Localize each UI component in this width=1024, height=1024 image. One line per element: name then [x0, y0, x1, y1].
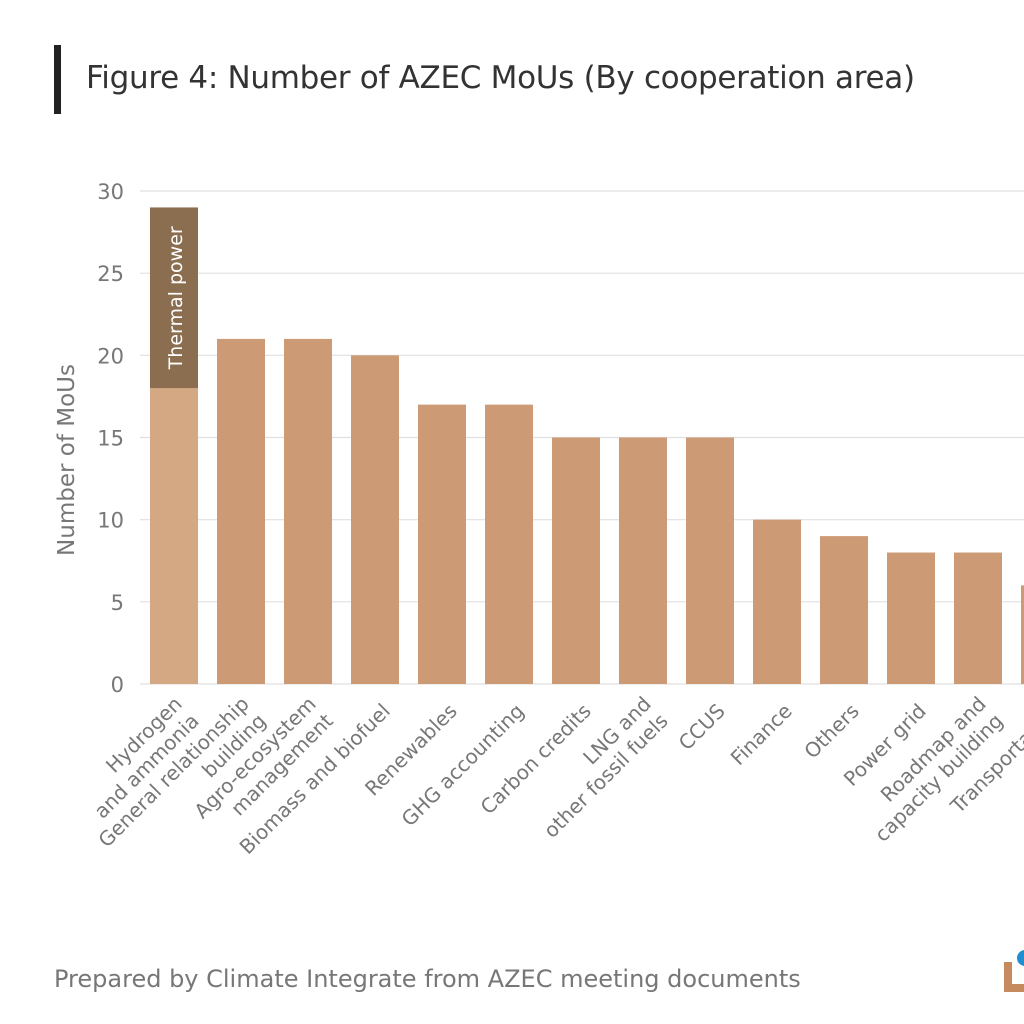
bar	[1021, 585, 1024, 684]
logo-icon	[1004, 962, 1024, 992]
bar	[820, 536, 868, 684]
bar	[284, 338, 332, 684]
x-tick-label: GHG accounting	[397, 699, 529, 831]
y-axis-label: Number of MoUs	[54, 364, 80, 556]
y-tick-label: 25	[97, 262, 124, 286]
bar	[418, 404, 466, 684]
bar	[150, 388, 198, 684]
x-tick-label: Finance	[726, 699, 797, 770]
x-tick-label-line: Finance	[726, 699, 797, 770]
x-tick-label: CCUS	[674, 699, 730, 755]
x-tick-label-line: Others	[799, 699, 864, 764]
x-tick-label-line: CCUS	[674, 699, 730, 755]
bar	[753, 519, 801, 684]
bar	[552, 437, 600, 684]
bar	[351, 355, 399, 684]
chart-title: Figure 4: Number of AZEC MoUs (By cooper…	[86, 60, 915, 96]
x-tick-label: LNG andother fossil fuels	[522, 692, 673, 843]
source-note: Prepared by Climate Integrate from AZEC …	[54, 965, 801, 993]
title-accent-bar	[54, 45, 61, 114]
y-tick-label: 30	[97, 180, 124, 204]
bar	[217, 338, 265, 684]
y-tick-label: 15	[97, 427, 124, 451]
y-tick-label: 10	[97, 509, 124, 533]
bar-segment-thermal-power	[150, 207, 198, 389]
bar	[954, 552, 1002, 684]
x-tick-label: Others	[799, 699, 864, 764]
bar	[887, 552, 935, 684]
logo-dot-icon	[1017, 950, 1024, 966]
bar	[485, 404, 533, 684]
segment-label: Thermal power	[165, 226, 187, 370]
y-tick-label: 5	[111, 591, 124, 615]
x-tick-label-line: GHG accounting	[397, 699, 529, 831]
y-tick-label: 20	[97, 344, 124, 368]
bar	[686, 437, 734, 684]
y-tick-label: 0	[111, 673, 124, 697]
bar	[619, 437, 667, 684]
